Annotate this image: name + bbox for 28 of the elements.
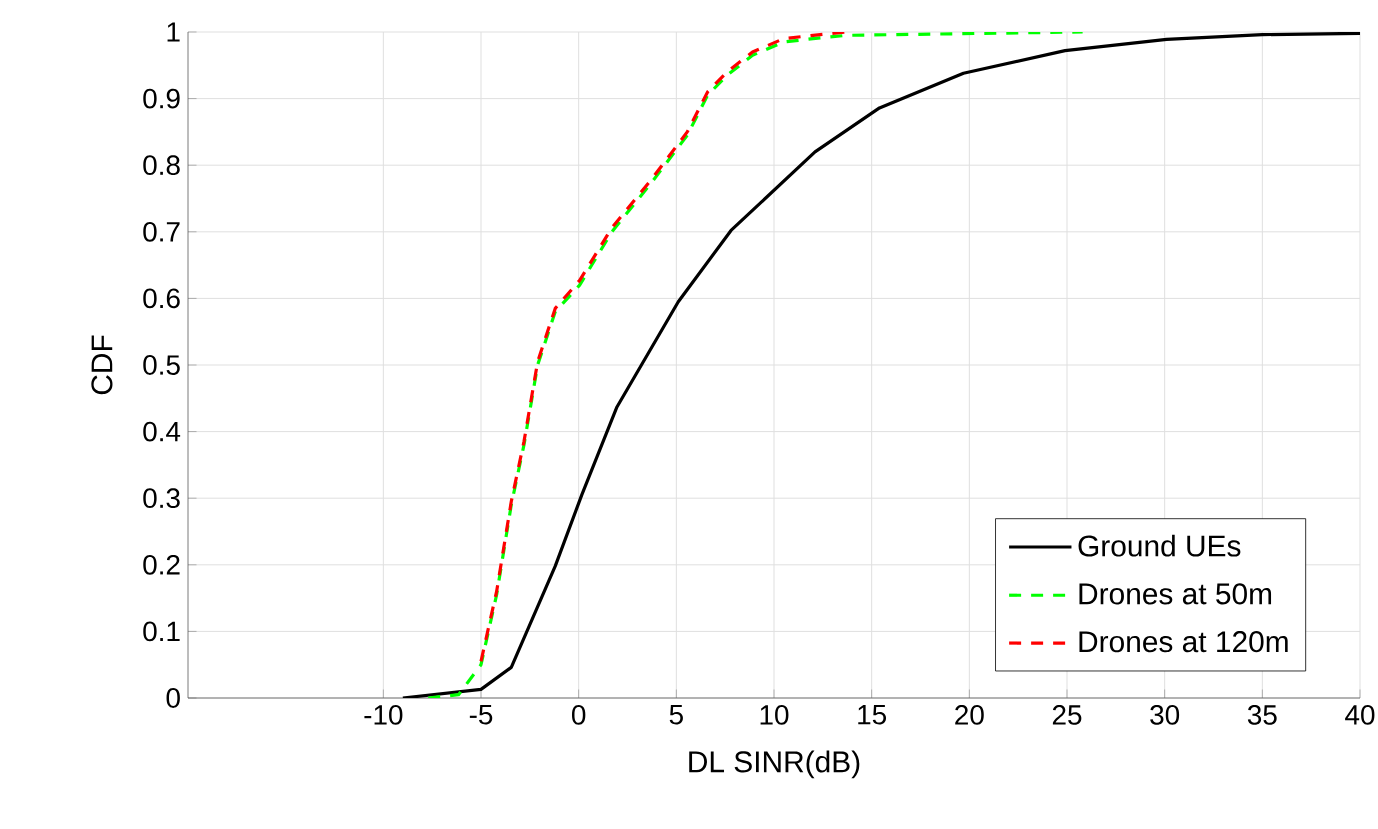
x-tick-label: 5 (669, 705, 683, 725)
x-axis-title: DL SINR(dB) (689, 750, 860, 779)
y-tick-label: 0.7 (143, 221, 180, 242)
x-tick-label: 0 (572, 705, 586, 725)
legend-label: Drones at 120m (1079, 631, 1288, 653)
x-tick-label: 10 (760, 705, 789, 725)
x-tick-label: 35 (1247, 705, 1277, 725)
x-tick-label: 30 (1150, 705, 1180, 725)
x-tick-label: 15 (858, 705, 887, 725)
legend-label: Drones at 50m (1079, 583, 1272, 605)
y-tick-label: 0 (166, 688, 180, 708)
y-tick-label: 0.9 (143, 88, 180, 109)
y-tick-label: 0.1 (143, 621, 180, 642)
legend-label: Ground UEs (1078, 534, 1241, 557)
y-tick-label: 0.6 (143, 288, 180, 309)
line-series (401, 31, 1360, 698)
y-tick-label: 0.4 (143, 421, 181, 442)
y-tick-label: 0.8 (143, 155, 180, 176)
x-tick-label: 25 (1052, 705, 1082, 725)
x-tick-label: 20 (955, 705, 984, 725)
x-tick-label: 40 (1345, 705, 1375, 725)
y-tick-label: 0.2 (143, 554, 180, 575)
x-tick-label: -10 (364, 705, 403, 725)
y-tick-label: 1 (167, 22, 180, 42)
x-tick-label: -5 (469, 705, 493, 725)
y-axis-title: CDF (91, 335, 113, 395)
y-tick-label: 0.5 (143, 355, 180, 375)
y-tick-label: 0.3 (143, 488, 180, 509)
